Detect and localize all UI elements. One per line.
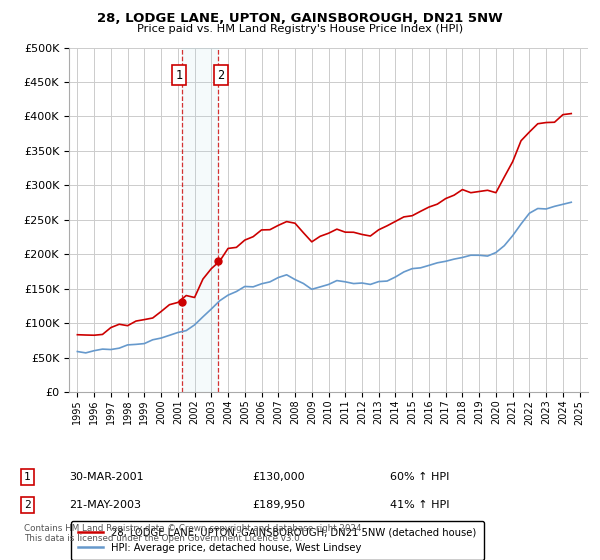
Text: 28, LODGE LANE, UPTON, GAINSBOROUGH, DN21 5NW: 28, LODGE LANE, UPTON, GAINSBOROUGH, DN2…: [97, 12, 503, 25]
Text: Price paid vs. HM Land Registry's House Price Index (HPI): Price paid vs. HM Land Registry's House …: [137, 24, 463, 34]
Bar: [182, 48, 218, 392]
Legend: 28, LODGE LANE, UPTON, GAINSBOROUGH, DN21 5NW (detached house), HPI: Average pri: 28, LODGE LANE, UPTON, GAINSBOROUGH, DN2…: [71, 521, 484, 560]
Text: 30-MAR-2001: 30-MAR-2001: [69, 472, 143, 482]
Text: 1: 1: [175, 69, 182, 82]
Text: This data is licensed under the Open Government Licence v3.0.: This data is licensed under the Open Gov…: [24, 534, 302, 543]
Text: 60% ↑ HPI: 60% ↑ HPI: [390, 472, 449, 482]
Text: 21-MAY-2003: 21-MAY-2003: [69, 500, 141, 510]
Text: 2: 2: [217, 69, 224, 82]
Text: 1: 1: [24, 472, 31, 482]
Text: 2: 2: [24, 500, 31, 510]
Text: 41% ↑ HPI: 41% ↑ HPI: [390, 500, 449, 510]
Text: £189,950: £189,950: [252, 500, 305, 510]
Text: £130,000: £130,000: [252, 472, 305, 482]
Text: Contains HM Land Registry data © Crown copyright and database right 2024.: Contains HM Land Registry data © Crown c…: [24, 524, 364, 533]
